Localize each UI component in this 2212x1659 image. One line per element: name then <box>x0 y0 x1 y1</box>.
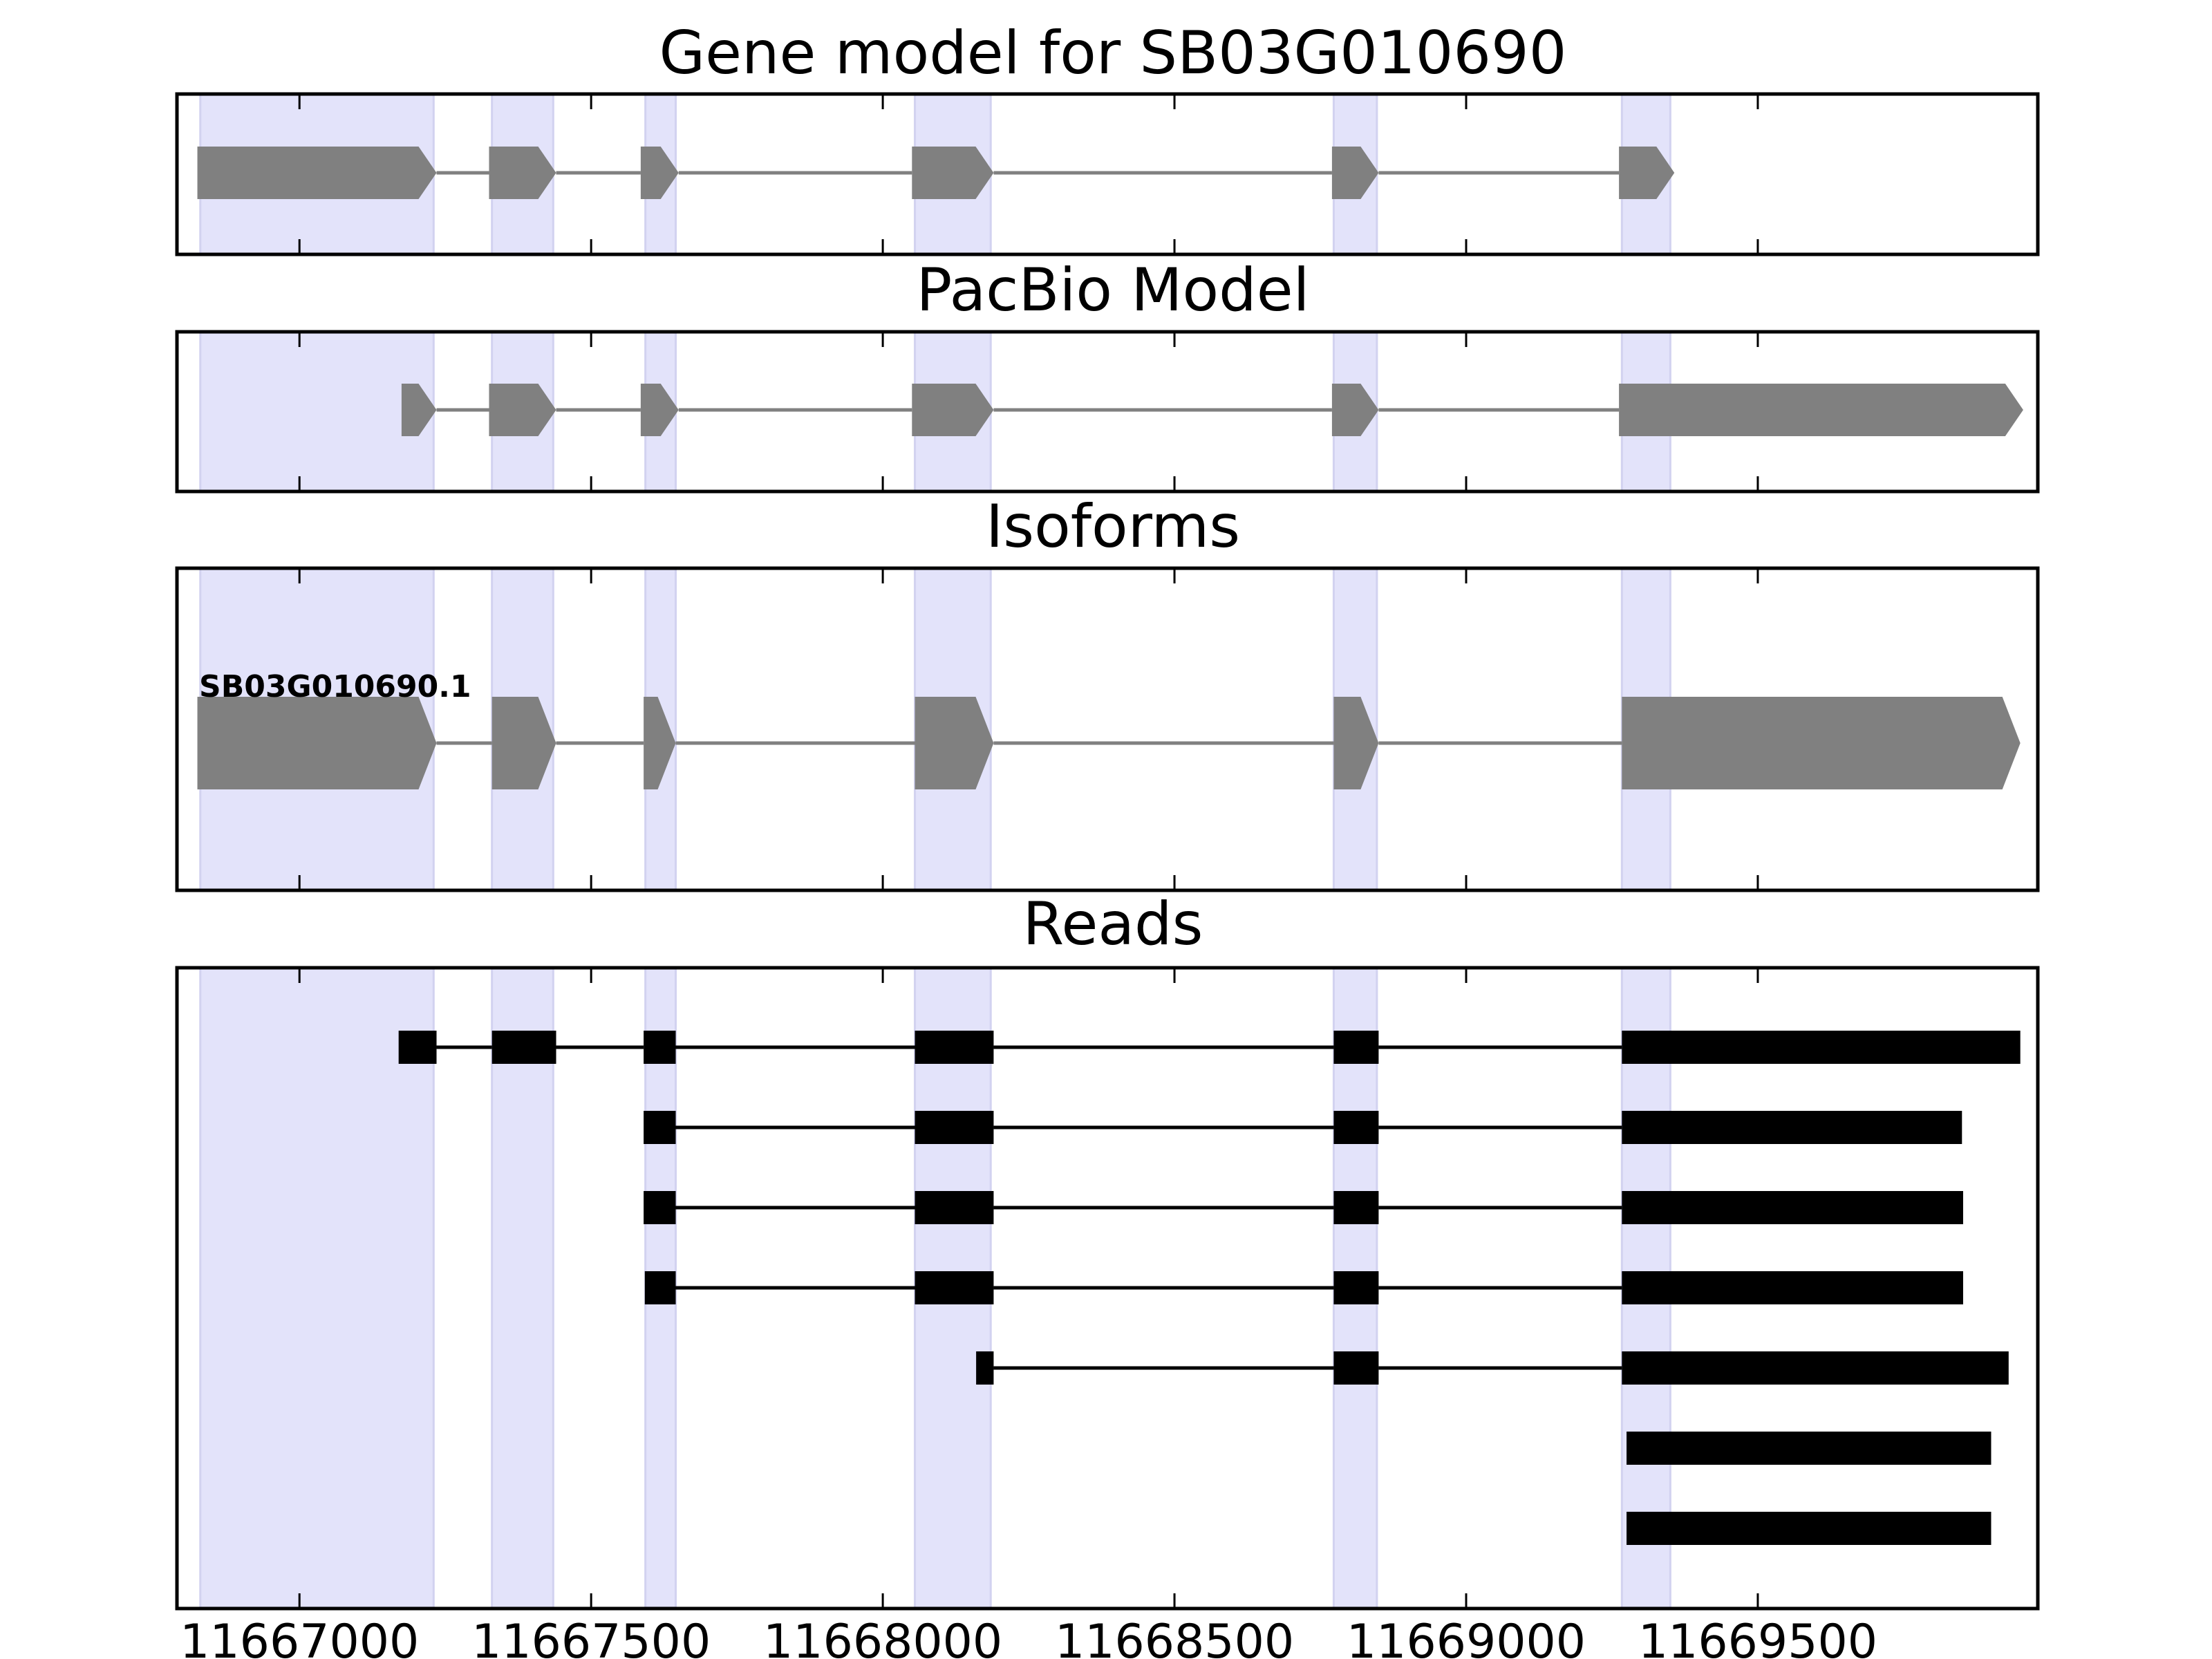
read <box>976 1351 2009 1385</box>
exon-arrow <box>489 384 556 436</box>
read <box>1627 1512 1991 1545</box>
panel-title-isoforms: Isoforms <box>986 492 1240 561</box>
exon-arrow <box>1331 384 1379 436</box>
exon-arrow <box>197 147 437 199</box>
exon-arrow <box>1619 384 2023 436</box>
highlight-region <box>491 966 554 1610</box>
read-block <box>644 1111 676 1144</box>
x-tick-label: 11667500 <box>471 1615 711 1659</box>
read <box>398 1031 2021 1064</box>
exon-arrow <box>640 384 679 436</box>
gene-model <box>197 697 2021 789</box>
panel-title-pacbio-model: PacBio Model <box>916 256 1309 325</box>
read-block <box>1622 1271 1963 1304</box>
read-block <box>491 1031 556 1064</box>
panel-pacbio-model: PacBio Model <box>175 256 2040 494</box>
x-axis: 11667000 11667500 11668000 11668500 11669000… <box>180 1615 1877 1659</box>
panel-isoforms: Isoforms SB03G010690.1 <box>175 492 2040 892</box>
read-block <box>1333 1111 1379 1144</box>
exon-arrow <box>197 697 437 789</box>
highlight-region <box>199 966 435 1610</box>
read-block <box>644 1031 676 1064</box>
read-block <box>1622 1111 1962 1144</box>
exon-arrow <box>401 384 437 436</box>
read-block <box>1333 1031 1379 1064</box>
read-block <box>1333 1271 1379 1304</box>
read-block <box>1333 1351 1379 1385</box>
read-block <box>1622 1031 2021 1064</box>
read-block <box>915 1191 994 1224</box>
exon-arrow <box>912 147 994 199</box>
x-tick-label: 11668000 <box>763 1615 1002 1659</box>
read-block <box>915 1111 994 1144</box>
read <box>644 1271 1963 1304</box>
panel-frame <box>175 92 2040 256</box>
isoform-label: SB03G010690.1 <box>199 669 471 704</box>
exon-arrow <box>640 147 679 199</box>
read-block <box>1333 1191 1379 1224</box>
exon-arrow <box>1619 147 1675 199</box>
exon-arrow <box>912 384 994 436</box>
read-block <box>976 1351 994 1385</box>
panel-reads: Reads <box>175 890 2040 1611</box>
read-block <box>644 1191 676 1224</box>
read <box>1627 1432 1991 1465</box>
x-tick-label: 11669500 <box>1638 1615 1877 1659</box>
read-block <box>1627 1512 1991 1545</box>
exon-arrow <box>1622 697 2021 789</box>
exon-arrow <box>489 147 556 199</box>
x-tick-label: 11669000 <box>1347 1615 1586 1659</box>
panel-frame <box>175 966 2040 1611</box>
panel-title-gene-model: Gene model for SB03G010690 <box>659 19 1567 88</box>
read-block <box>915 1271 994 1304</box>
gene-model <box>197 147 1675 199</box>
exon-arrow <box>644 697 676 789</box>
read-block <box>1627 1432 1991 1465</box>
read-block <box>644 1271 676 1304</box>
exon-arrow <box>1333 697 1379 789</box>
exon-arrow <box>1331 147 1379 199</box>
panel-frame <box>175 330 2040 494</box>
read-block <box>1622 1351 2009 1385</box>
exon-arrow <box>915 697 994 789</box>
exon-arrow <box>491 697 556 789</box>
x-tick-label: 11667000 <box>180 1615 419 1659</box>
highlight-region <box>199 330 435 493</box>
read-block <box>1622 1191 1963 1224</box>
read-block <box>398 1031 437 1064</box>
read-block <box>915 1031 994 1064</box>
panel-frame <box>175 566 2040 892</box>
read <box>644 1111 1962 1144</box>
read <box>644 1191 1963 1224</box>
gene-model <box>401 384 2023 436</box>
panel-title-reads: Reads <box>1023 890 1203 959</box>
panel-gene-model: Gene model for SB03G010690 <box>175 19 2040 256</box>
x-tick-label: 11668500 <box>1055 1615 1294 1659</box>
